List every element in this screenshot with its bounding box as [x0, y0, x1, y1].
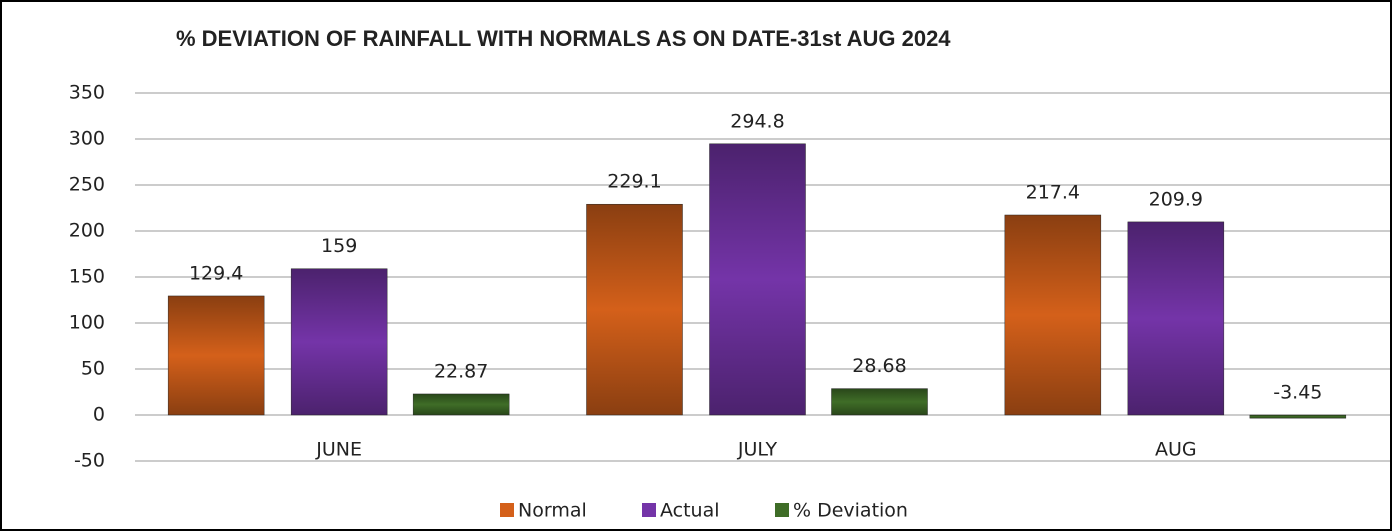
data-label: 294.8 [730, 110, 784, 132]
bar [586, 203, 683, 416]
data-label: 28.68 [852, 355, 906, 377]
bar [831, 388, 928, 416]
y-tick-label: 250 [69, 174, 105, 196]
x-tick-label: AUG [1155, 439, 1197, 461]
y-tick-label: 0 [93, 404, 105, 426]
x-tick-label: JULY [737, 439, 778, 461]
data-label: 159 [321, 235, 357, 257]
bar [412, 393, 510, 416]
bar [1127, 221, 1225, 416]
y-tick-label: 200 [69, 220, 105, 242]
y-tick-label: -50 [74, 450, 105, 472]
legend-swatch [642, 503, 656, 517]
legend-swatch [775, 503, 789, 517]
data-label: 22.87 [434, 360, 488, 382]
chart-title: % DEVIATION OF RAINFALL WITH NORMALS AS … [176, 26, 951, 51]
y-tick-label: 100 [69, 312, 105, 334]
legend-label: Actual [660, 500, 720, 522]
bar [709, 143, 806, 416]
data-label: 229.1 [607, 171, 661, 193]
data-label: -3.45 [1273, 382, 1322, 404]
bar [1249, 414, 1347, 419]
y-tick-label: 300 [69, 128, 105, 150]
y-tick-label: 150 [69, 266, 105, 288]
x-tick-label: JUNE [315, 439, 362, 461]
data-label: 217.4 [1026, 181, 1080, 203]
y-tick-label: 50 [81, 358, 105, 380]
legend-swatch [500, 503, 514, 517]
data-label: 209.9 [1149, 188, 1203, 210]
legend-label: Normal [518, 500, 587, 522]
legend-label: % Deviation [793, 500, 908, 522]
bar [1004, 214, 1102, 416]
bar [290, 268, 388, 416]
data-label: 129.4 [189, 262, 243, 284]
bar [167, 295, 265, 416]
y-tick-label: 350 [69, 82, 105, 104]
